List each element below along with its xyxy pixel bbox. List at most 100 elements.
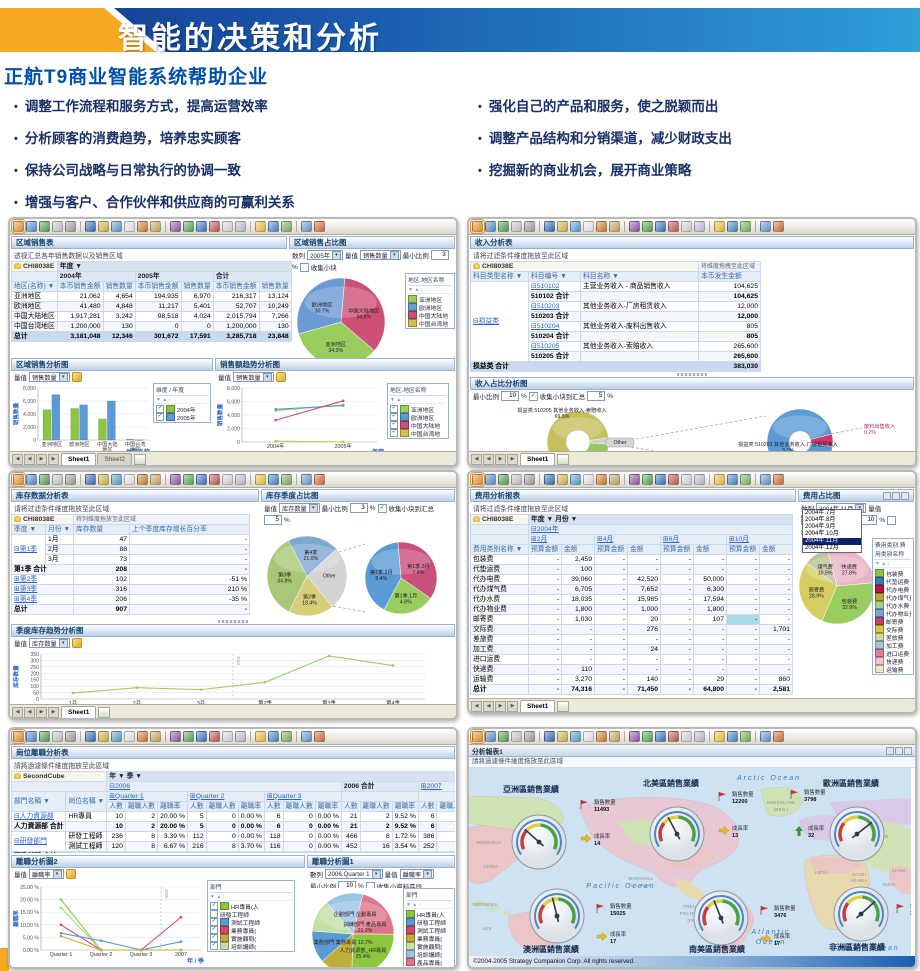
toolbar-icon[interactable] <box>281 474 292 485</box>
toolbar-icon[interactable] <box>609 731 620 742</box>
legend-checkbox[interactable]: ✓ <box>390 421 398 429</box>
toolbar-icon[interactable] <box>596 474 607 485</box>
bar[interactable] <box>51 394 60 441</box>
toolbar-icon[interactable] <box>314 474 325 485</box>
column-header[interactable]: 本币发生金额 <box>698 271 761 282</box>
column-header[interactable]: 将列维度拖放至此区域 <box>73 514 250 525</box>
column-header[interactable] <box>470 524 529 535</box>
legend-item[interactable]: 加工费 <box>875 641 911 649</box>
toolbar-icon[interactable] <box>150 731 161 742</box>
toolbar-icon[interactable] <box>98 221 109 232</box>
table-cell[interactable]: ⊟人力資源部 <box>11 811 67 822</box>
toolbar-icon[interactable] <box>642 474 653 485</box>
legend-item[interactable]: ✓ 欧洲地区 <box>390 413 446 421</box>
toolbar-icon[interactable] <box>255 731 266 742</box>
column-header[interactable]: ⊟2006 <box>106 781 342 792</box>
tab-nav-arrow[interactable]: ▶ <box>495 701 506 712</box>
toolbar-icon[interactable] <box>26 731 37 742</box>
legend-item[interactable]: ✓ HR專員(人 <box>210 902 292 910</box>
column-header[interactable]: ⊞4月 <box>594 534 661 545</box>
column-header[interactable]: 2004年 <box>56 271 136 282</box>
column-header[interactable]: 地区(名称) ▼ <box>11 281 58 292</box>
legend-filter-row[interactable]: ▼ ▲ ↕ <box>875 561 911 568</box>
column-header[interactable]: 離職人數 <box>436 801 455 812</box>
legend-item[interactable]: 測試工程師 <box>406 926 452 934</box>
column-header[interactable]: 離職人數 <box>205 801 239 812</box>
toolbar-icon[interactable] <box>498 474 509 485</box>
toolbar-icon[interactable] <box>485 221 496 232</box>
bar[interactable] <box>70 408 79 441</box>
toolbar-icon[interactable] <box>52 731 63 742</box>
column-header[interactable]: 上个季度库存增长百分率 <box>129 524 250 535</box>
dropdown-item[interactable]: 2004年.8月 <box>805 517 836 523</box>
number-input[interactable]: 10 <box>338 881 356 888</box>
tab-nav-arrow[interactable]: ▶ <box>495 454 506 465</box>
column-header[interactable]: 人數 <box>417 801 438 812</box>
toolbar-icon[interactable] <box>26 221 37 232</box>
checkbox[interactable] <box>299 262 309 272</box>
toolbar-icon[interactable] <box>124 474 135 485</box>
toolbar-icon[interactable] <box>629 221 640 232</box>
legend-item[interactable]: 进口运费 <box>875 649 911 657</box>
toolbar-icon[interactable] <box>727 221 738 232</box>
toolbar-icon[interactable] <box>511 221 522 232</box>
checkbox[interactable]: ✓ <box>377 503 387 513</box>
column-header[interactable] <box>11 781 108 792</box>
dropdown-item[interactable]: 2004年.10月 <box>805 531 839 537</box>
column-header[interactable]: 合计 <box>212 271 292 282</box>
toolbar-icon[interactable] <box>557 221 568 232</box>
tab-nav-arrow[interactable]: ▶ <box>36 454 47 465</box>
toolbar-icon[interactable] <box>668 221 679 232</box>
toolbar-icon[interactable] <box>235 221 246 232</box>
column-header[interactable]: 季度 ▼ <box>11 524 46 535</box>
toolbar-icon[interactable] <box>281 221 292 232</box>
sheet-tab[interactable]: Sheet1 <box>520 453 556 465</box>
column-header[interactable]: SecondCube <box>11 771 108 782</box>
column-header[interactable]: 预算金额 <box>660 544 694 555</box>
select[interactable]: 離職率 ▾ <box>399 869 435 879</box>
toolbar-icon[interactable] <box>268 221 279 232</box>
toolbar-icon[interactable] <box>668 474 679 485</box>
pie-slice[interactable] <box>266 540 308 613</box>
legend-item[interactable]: 代办煤气费 <box>875 593 911 601</box>
toolbar-icon[interactable] <box>714 474 725 485</box>
legend-item[interactable]: 研發工程師 <box>210 910 292 918</box>
tab-nav-arrow[interactable]: ◀ <box>483 701 494 712</box>
toolbar-icon[interactable] <box>196 731 207 742</box>
sales-gauge[interactable] <box>829 806 885 862</box>
toolbar-icon[interactable] <box>470 472 485 487</box>
chart-settings-icon[interactable] <box>71 638 82 648</box>
number-input[interactable]: 3 <box>430 250 449 260</box>
column-header[interactable]: 金额 <box>759 544 793 555</box>
tab-nav-arrow[interactable]: ◀ <box>12 454 23 465</box>
column-header[interactable]: 2006 合計 <box>340 781 419 792</box>
select[interactable]: 2006.Quarter 1 ▾ <box>325 869 383 879</box>
toolbar-icon[interactable] <box>727 731 738 742</box>
sheet-tab[interactable]: Sheet1 <box>520 700 556 712</box>
legend-item[interactable]: ✓ 實施顧問( <box>210 934 292 942</box>
column-header[interactable]: 销售数量 <box>102 281 136 292</box>
legend-item[interactable]: 差旅费 <box>875 633 911 641</box>
line-series[interactable] <box>72 655 394 694</box>
toolbar-icon[interactable] <box>98 474 109 485</box>
toolbar-icon[interactable] <box>301 221 312 232</box>
column-header[interactable]: 人數 <box>263 801 284 812</box>
toolbar-icon[interactable] <box>39 221 50 232</box>
table-cell[interactable]: ⊞第2季 <box>11 574 74 585</box>
toolbar-icon[interactable] <box>222 731 233 742</box>
new-sheet-button[interactable] <box>557 454 570 465</box>
toolbar-icon[interactable] <box>773 731 784 742</box>
column-header[interactable]: 预算金额 <box>594 544 628 555</box>
legend-item[interactable]: 代办电费 <box>875 585 911 593</box>
column-header[interactable]: 金额 <box>561 544 595 555</box>
bar[interactable] <box>98 418 107 441</box>
toolbar-icon[interactable] <box>524 474 535 485</box>
toolbar-icon[interactable] <box>544 221 555 232</box>
toolbar-icon[interactable] <box>668 731 679 742</box>
toolbar-icon[interactable] <box>470 219 485 234</box>
legend-checkbox[interactable]: ✓ <box>156 405 164 413</box>
column-header[interactable]: CHI8038E <box>470 261 699 272</box>
column-header[interactable]: 月份 ▼ <box>45 524 74 535</box>
toolbar-icon[interactable] <box>150 221 161 232</box>
tab-nav-arrow[interactable]: ◀ <box>471 701 482 712</box>
